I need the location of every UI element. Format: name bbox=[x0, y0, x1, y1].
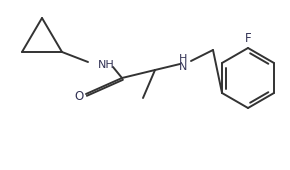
Text: H: H bbox=[179, 54, 187, 64]
Text: F: F bbox=[245, 31, 251, 45]
Text: O: O bbox=[74, 90, 84, 104]
Text: N: N bbox=[179, 62, 187, 72]
Text: NH: NH bbox=[98, 60, 115, 70]
